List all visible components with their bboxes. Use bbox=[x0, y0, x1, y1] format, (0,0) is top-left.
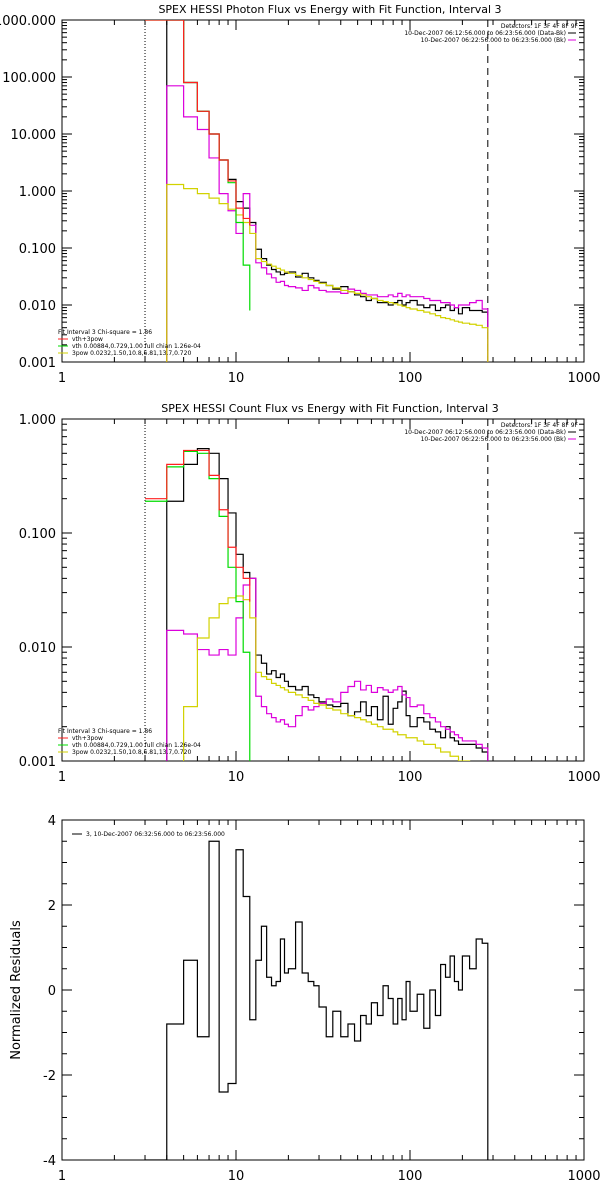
y-tick-label: 0.001 bbox=[19, 356, 56, 371]
photon-flux-plot-area: 1 10 100 1000 0.001 0.010 0.100 1.000 10.000 100.… bbox=[0, 14, 600, 386]
bk-interval-label: 10-Dec-2007 06:22:56.000 to 06:23:56.000… bbox=[421, 436, 566, 443]
fit-interval-label: Fit Interval 3 Chi-square = 1.86 bbox=[58, 728, 152, 735]
pow-params-label: 3pow 0.0232,1.50,10.8,6.81,13.7,0.720 bbox=[72, 749, 191, 756]
x-tick-label: 1 bbox=[58, 770, 66, 785]
series-line-3 bbox=[145, 20, 251, 311]
residuals-legend: 3, 10-Dec-2007 06:32:56.000 to 06:23:56.… bbox=[72, 831, 225, 838]
y-tick-label: 1000.000 bbox=[0, 14, 56, 29]
vth-params-label: vth 0.00884,0.729,1.00 full chian 1.26e-… bbox=[72, 742, 201, 749]
fit-interval-label: Fit Interval 3 Chi-square = 1.86 bbox=[58, 329, 152, 336]
series-line-1 bbox=[166, 577, 489, 761]
series-line-0 bbox=[145, 840, 489, 1160]
series-line-2 bbox=[183, 595, 471, 761]
residuals-plot-area: 1 10 100 1000 -4 -2 0 2 4 bbox=[43, 814, 600, 1184]
y-tick-label: 2 bbox=[48, 899, 56, 914]
y-tick-label: 100.000 bbox=[2, 71, 56, 86]
x-tick-label: 10 bbox=[228, 1169, 245, 1184]
fit-model-label: vth+3pow bbox=[72, 735, 103, 742]
x-tick-label: 1 bbox=[58, 371, 66, 386]
vth-params-label: vth 0.00884,0.729,1.00 full chian 1.26e-… bbox=[72, 343, 201, 350]
y-tick-label: -4 bbox=[43, 1154, 56, 1169]
y-tick-label: 0.100 bbox=[19, 527, 56, 542]
x-tick-label: 100 bbox=[398, 371, 423, 386]
count-flux-legend-bottom: Fit Interval 3 Chi-square = 1.86 vth+3po… bbox=[58, 728, 201, 756]
x-tick-label: 100 bbox=[398, 770, 423, 785]
residuals-panel: 1 10 100 1000 -4 -2 0 2 4 Normalized Residuals 3… bbox=[9, 814, 600, 1184]
y-tick-label: 0.100 bbox=[19, 242, 56, 257]
photon-flux-legend-bottom: Fit Interval 3 Chi-square = 1.86 vth+3po… bbox=[58, 329, 201, 357]
pow-params-label: 3pow 0.0232,1.50,10.8,6.81,13.7,0.720 bbox=[72, 350, 191, 357]
plot-frame bbox=[61, 418, 585, 762]
x-tick-label: 1000 bbox=[567, 770, 600, 785]
y-tick-label: -2 bbox=[43, 1069, 56, 1084]
y-tick-label: 10.000 bbox=[11, 128, 57, 143]
series-line-4 bbox=[145, 20, 251, 226]
series-line-0 bbox=[166, 448, 489, 761]
x-tick-label: 1 bbox=[58, 1169, 66, 1184]
photon-flux-legend-top: Detectors: 1F 3F 4F 8F 9F 10-Dec-2007 06… bbox=[404, 23, 578, 44]
series-line-2 bbox=[166, 183, 489, 362]
y-tick-label: 0.010 bbox=[19, 299, 56, 314]
x-tick-label: 10 bbox=[228, 770, 245, 785]
x-tick-label: 10 bbox=[228, 371, 245, 386]
count-flux-title: SPEX HESSI Count Flux vs Energy with Fit… bbox=[161, 402, 498, 415]
y-tick-label: 4 bbox=[48, 814, 56, 829]
photon-flux-panel: SPEX HESSI Photon Flux vs Energy with Fi… bbox=[0, 3, 600, 386]
bk-interval-label: 10-Dec-2007 06:22:56.000 to 06:23:56.000… bbox=[421, 37, 566, 44]
count-flux-plot-area: 1 10 100 1000 0.001 0.010 0.100 1.000 bbox=[19, 413, 600, 785]
series-line-4 bbox=[145, 449, 251, 602]
series-line-0 bbox=[166, 20, 489, 362]
detectors-label: Detectors: 1F 3F 4F 8F 9F bbox=[501, 23, 579, 30]
x-tick-label: 1000 bbox=[567, 1169, 600, 1184]
data-interval-label: 10-Dec-2007 06:12:56.000 to 06:23:56.000… bbox=[404, 30, 566, 37]
y-tick-label: 1.000 bbox=[19, 413, 56, 428]
y-tick-label: 1.000 bbox=[19, 185, 56, 200]
count-flux-panel: SPEX HESSI Count Flux vs Energy with Fit… bbox=[19, 402, 600, 785]
photon-flux-title: SPEX HESSI Photon Flux vs Energy with Fi… bbox=[158, 3, 501, 16]
y-tick-label: 0.010 bbox=[19, 641, 56, 656]
x-tick-label: 100 bbox=[398, 1169, 423, 1184]
y-tick-label: 0 bbox=[48, 984, 56, 999]
fit-model-label: vth+3pow bbox=[72, 336, 103, 343]
plot-frame bbox=[61, 19, 585, 363]
data-interval-label: 10-Dec-2007 06:12:56.000 to 06:23:56.000… bbox=[404, 429, 566, 436]
x-tick-label: 1000 bbox=[567, 371, 600, 386]
residuals-y-axis-label: Normalized Residuals bbox=[9, 920, 24, 1060]
plot-frame bbox=[61, 819, 585, 1161]
detectors-label: Detectors: 1F 3F 4F 8F 9F bbox=[501, 422, 579, 429]
y-tick-label: 0.001 bbox=[19, 755, 56, 770]
series-line-1 bbox=[166, 85, 489, 362]
series-line-3 bbox=[145, 450, 251, 761]
residuals-legend-label: 3, 10-Dec-2007 06:32:56.000 to 06:23:56.… bbox=[86, 831, 225, 838]
count-flux-legend-top: Detectors: 1F 3F 4F 8F 9F 10-Dec-2007 06… bbox=[404, 422, 578, 443]
